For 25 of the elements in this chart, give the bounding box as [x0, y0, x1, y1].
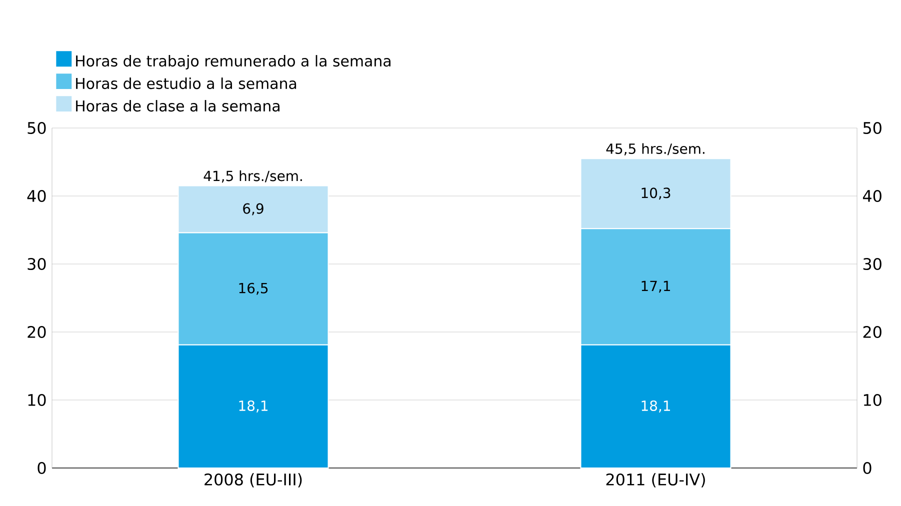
y2-tick-label: 50: [863, 122, 882, 134]
x-tick-label: 2011 (EU-IV): [606, 473, 705, 488]
total-label: 45,5 hrs./sem.: [606, 143, 704, 156]
data-label: 17,1: [642, 280, 670, 293]
y2-tick-label: 40: [862, 190, 882, 202]
y-tick-label: 20: [28, 326, 46, 338]
x-tick-label: 2008 (EU-III): [204, 473, 302, 488]
data-label: 10,3: [642, 188, 670, 200]
y-tick-label: 10: [28, 394, 46, 406]
data-label: 18,1: [239, 400, 268, 412]
y2-tick-label: 30: [863, 258, 882, 270]
y2-tick-label: 10: [864, 394, 882, 406]
data-label: 6,9: [243, 203, 264, 216]
y-tick-label: 50: [28, 122, 46, 134]
y2-tick-label: 0: [863, 462, 872, 474]
y-tick-label: 40: [27, 190, 46, 202]
legend-label: Horas de estudio a la semana: [76, 78, 296, 90]
data-label: 16,5: [239, 282, 268, 295]
y-tick-label: 30: [28, 258, 46, 270]
data-label: 18,1: [642, 400, 670, 412]
legend-label: Horas de trabajo remunerado a la semana: [76, 55, 390, 70]
legend-label: Horas de clase a la semana: [76, 100, 280, 112]
y-tick-label: 0: [38, 462, 46, 474]
y2-tick-label: 20: [863, 326, 882, 338]
total-label: 41,5 hrs./sem.: [204, 170, 302, 183]
